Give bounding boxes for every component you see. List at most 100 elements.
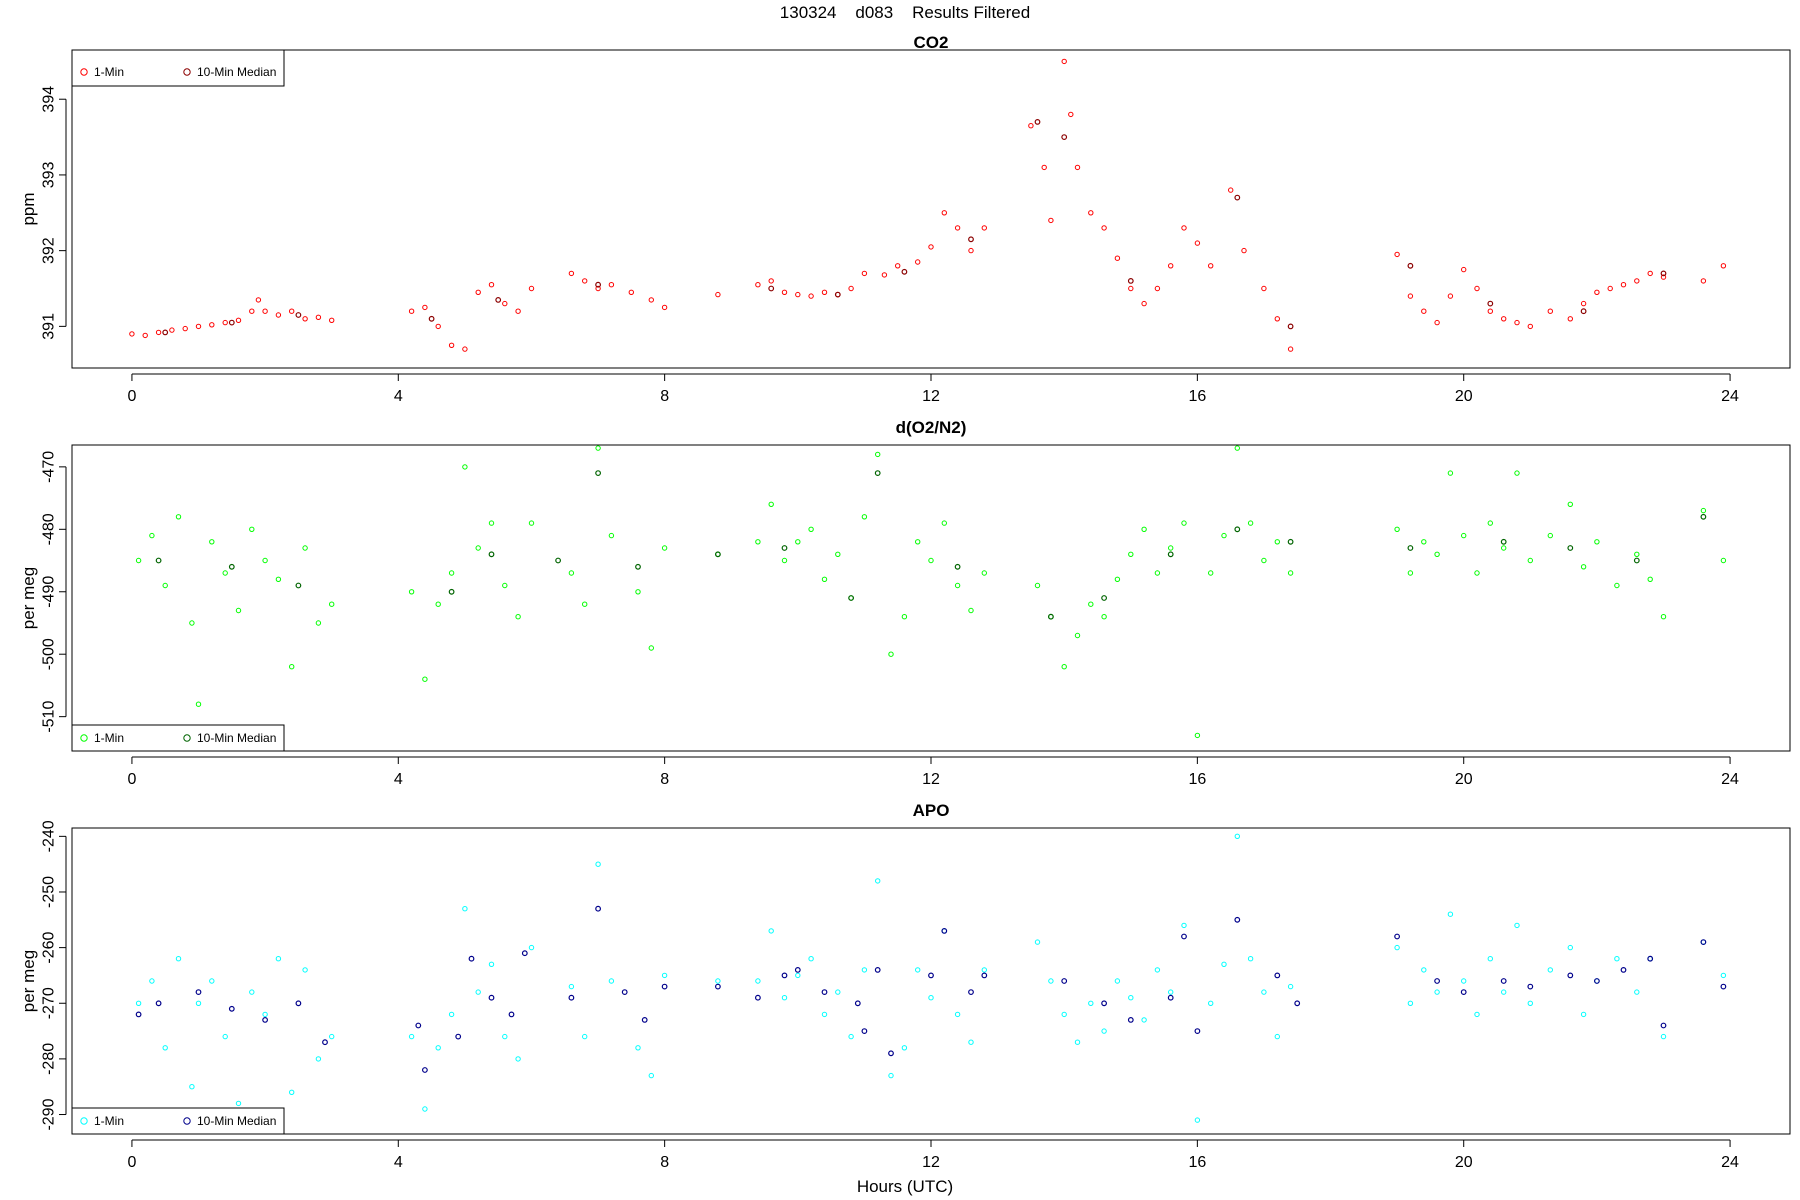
data-point [1720, 972, 1727, 979]
data-point [289, 664, 295, 670]
data-point [1461, 978, 1467, 984]
data-point [1068, 111, 1074, 118]
median-point [1127, 1017, 1134, 1023]
data-point [628, 289, 634, 295]
data-point [595, 445, 601, 451]
data-point [888, 1072, 894, 1079]
data-point [1114, 255, 1121, 261]
data-point [155, 329, 162, 336]
data-point [1234, 445, 1241, 451]
median-point [468, 955, 475, 962]
data-point [568, 570, 575, 576]
axes: 0 4 8 12 16 20 24 391 392 393 394 [41, 86, 1739, 405]
data-point [1620, 282, 1627, 288]
legend: 1-Min 10-Min Median [71, 1107, 285, 1135]
data-point [1088, 1000, 1094, 1006]
data-point [189, 1084, 195, 1090]
data-point [1434, 551, 1440, 557]
x-tick-label: 24 [1721, 1154, 1739, 1171]
data-point [1514, 922, 1520, 929]
data-point [209, 978, 215, 984]
page-title: 130324 d083 Results Filtered [780, 3, 1030, 22]
data-point [1487, 520, 1494, 526]
median-point [228, 319, 235, 326]
data-point [1461, 532, 1467, 539]
median-point [155, 557, 162, 564]
plot-frame [71, 827, 1791, 1135]
data-point [1594, 539, 1600, 545]
data-point [648, 297, 654, 303]
data-point [968, 247, 974, 254]
data-point [1407, 1000, 1414, 1006]
data-point [528, 520, 535, 526]
y-axis-label: per meg [19, 567, 38, 629]
data-point [1074, 164, 1081, 171]
median-point [1294, 1000, 1301, 1007]
y-axis-label: per meg [19, 950, 38, 1012]
y-tick-label: -240 [41, 820, 58, 852]
data-point [1614, 582, 1620, 589]
median-point [1500, 538, 1507, 545]
median-point [1181, 933, 1187, 940]
legend-box [71, 49, 285, 87]
data-point [715, 978, 721, 984]
median-point [1487, 300, 1494, 307]
data-point [928, 557, 934, 564]
median-point [854, 1000, 861, 1007]
data-point [1447, 911, 1454, 917]
data-point [135, 557, 142, 564]
data-point [768, 501, 774, 507]
legend-box [71, 1107, 285, 1135]
data-point [1241, 247, 1247, 254]
median-point [295, 312, 302, 318]
data-point [135, 1000, 142, 1006]
data-point [1074, 632, 1081, 639]
data-point [941, 210, 947, 216]
median-point [228, 1005, 235, 1012]
median-point [874, 967, 881, 973]
data-point [235, 317, 242, 323]
median-point [888, 1050, 894, 1057]
axes: 0 4 8 12 16 20 24 -510 -500 -490 -480 -470 [41, 451, 1739, 788]
data-point [1567, 501, 1574, 507]
legend-label-1min: 1-Min [94, 731, 124, 745]
y-tick-label: -280 [41, 1043, 58, 1075]
data-point [1527, 323, 1534, 330]
axes: 0 4 8 12 16 20 24 -290 -280 -270 -260 -250 -240 [41, 820, 1739, 1171]
data-point [1101, 614, 1107, 620]
y-tick-label: -260 [41, 932, 58, 964]
median-point [1234, 526, 1241, 533]
data-point [595, 285, 601, 292]
data-point [249, 989, 255, 995]
data-point [1208, 1000, 1214, 1006]
data-point [1447, 470, 1454, 476]
data-point [1634, 551, 1640, 557]
data-point [1074, 1039, 1081, 1045]
median-point [928, 972, 934, 979]
median-point [262, 1017, 269, 1023]
data-point [408, 308, 415, 314]
median-point [135, 1011, 142, 1018]
data-point [1434, 989, 1440, 995]
data-point [249, 308, 255, 314]
median-point [941, 928, 948, 934]
data-point [209, 322, 215, 328]
data-point [1594, 289, 1600, 295]
data-point [1261, 285, 1267, 292]
chart-apo: APO per meg 1-Min 10-Min Median 0 4 8 12 16 2… [19, 801, 1791, 1171]
legend-marker-1min [80, 1117, 88, 1125]
data-point [435, 601, 441, 607]
data-point [568, 983, 575, 990]
median-point [1234, 916, 1241, 923]
data-point [1274, 539, 1281, 545]
data-point [1234, 833, 1241, 839]
data-point [462, 906, 468, 912]
median-point [641, 1017, 648, 1023]
legend-label-median: 10-Min Median [197, 65, 276, 79]
median-point [834, 291, 841, 298]
data-point [302, 545, 308, 551]
y-tick-label: -470 [41, 451, 58, 483]
x-tick-label: 16 [1188, 771, 1206, 788]
x-tick-label: 8 [660, 771, 669, 788]
